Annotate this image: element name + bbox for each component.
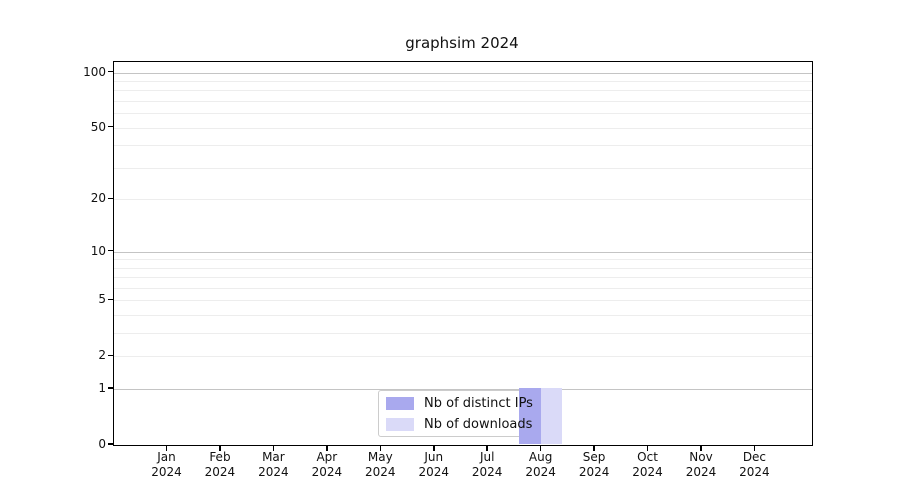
y-axis-tick (108, 298, 113, 301)
x-tick-label: Jan 2024 (151, 450, 182, 479)
gridline-minor (114, 333, 812, 335)
y-tick-label: 0 (98, 437, 106, 451)
y-axis-tick (108, 443, 113, 445)
x-axis-tick (326, 445, 328, 451)
x-tick-label: Apr 2024 (311, 450, 343, 479)
x-axis-tick (753, 445, 756, 451)
y-axis-tick (108, 125, 113, 128)
gridline-major (114, 72, 812, 74)
x-axis-tick (486, 445, 488, 451)
bar-distinct-ips (519, 388, 541, 444)
y-axis-tick (108, 197, 113, 200)
gridline-minor (114, 167, 812, 169)
gridline-minor (114, 300, 812, 302)
chart-title: graphsim 2024 (405, 34, 519, 52)
gridline-minor (114, 267, 812, 269)
legend-label-downloads: Nb of downloads (424, 416, 533, 432)
x-axis-tick (433, 445, 435, 451)
y-tick-label: 100 (83, 64, 106, 79)
x-tick-label: Aug 2024 (525, 450, 556, 479)
legend-swatch-downloads (386, 417, 414, 431)
y-tick-label: 20 (90, 191, 106, 206)
x-tick-label: May 2024 (365, 450, 396, 479)
y-tick-label: 1 (98, 381, 106, 396)
y-axis-tick (108, 70, 113, 73)
gridline-major (114, 389, 812, 391)
gridline-minor (114, 101, 812, 103)
x-tick-label: Dec 2024 (739, 450, 770, 479)
x-axis-tick (646, 445, 649, 451)
bar-downloads (540, 388, 563, 444)
gridline-minor (114, 259, 812, 261)
y-axis-tick (108, 249, 113, 252)
gridline-minor (114, 277, 812, 279)
gridline-minor (114, 199, 812, 201)
gridline-minor (114, 356, 812, 358)
y-tick-label: 50 (90, 119, 106, 134)
gridline-minor (114, 113, 812, 115)
x-axis-tick (539, 445, 542, 451)
gridline-minor (114, 90, 812, 92)
x-axis-tick (219, 445, 221, 451)
x-tick-label: Mar 2024 (258, 450, 289, 479)
y-tick-label: 10 (90, 243, 106, 258)
gridline-minor (114, 127, 812, 129)
x-axis-tick (165, 445, 168, 451)
y-tick-label: 5 (98, 292, 106, 307)
x-tick-label: Jul 2024 (471, 450, 503, 479)
gridline-major (114, 251, 812, 253)
x-tick-label: Sep 2024 (578, 450, 610, 479)
gridline-minor (114, 81, 812, 82)
gridline-minor (114, 315, 812, 317)
gridline-minor (114, 145, 812, 147)
x-tick-label: Oct 2024 (632, 450, 663, 479)
legend-swatch-distinct-ips (386, 396, 414, 410)
y-tick-label: 2 (98, 348, 106, 363)
y-axis-tick (108, 354, 113, 357)
legend-item-downloads: Nb of downloads (386, 414, 545, 435)
x-tick-label: Nov 2024 (685, 450, 717, 479)
legend-item-distinct-ips: Nb of distinct IPs (386, 393, 545, 414)
x-axis-tick (593, 445, 595, 451)
legend-label-distinct-ips: Nb of distinct IPs (424, 395, 533, 411)
legend: Nb of distinct IPs Nb of downloads (378, 390, 545, 437)
y-axis-tick (108, 387, 113, 389)
plot-area (113, 61, 813, 446)
x-axis-tick (272, 445, 275, 451)
x-tick-label: Jun 2024 (418, 450, 450, 479)
x-tick-label: Feb 2024 (204, 450, 236, 479)
x-axis-tick (700, 445, 702, 451)
gridline-minor (114, 287, 812, 289)
x-axis-tick (379, 445, 382, 451)
